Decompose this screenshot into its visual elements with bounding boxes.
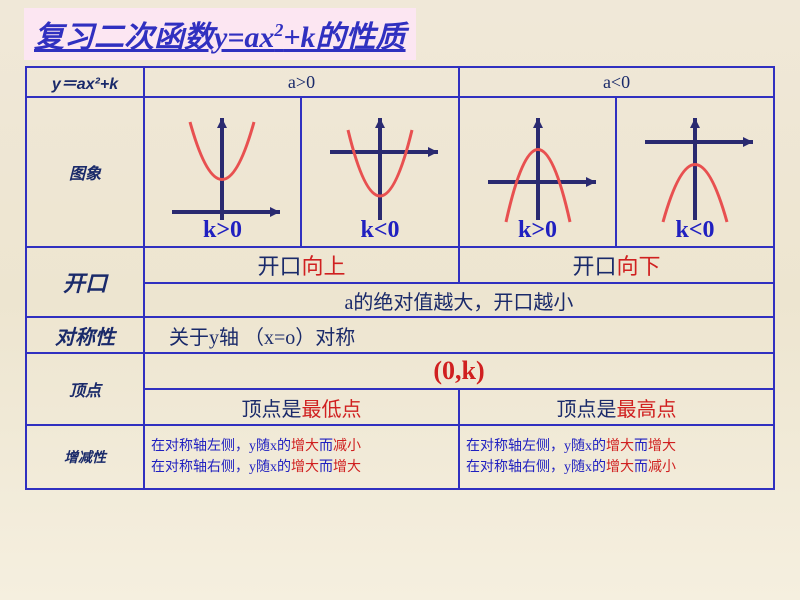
parabola-down-kpos-icon bbox=[468, 112, 608, 232]
m-apos-l1-join: 而 bbox=[319, 439, 333, 454]
header-a-neg: a<0 bbox=[459, 67, 774, 97]
parabola-down-kneg-icon bbox=[625, 112, 765, 232]
monotone-aneg: 在对称轴左侧，y随x的增大而增大 在对称轴右侧，y随x的增大而减小 bbox=[459, 425, 774, 489]
title-pre: 复习二次函数y=ax bbox=[34, 21, 274, 54]
k-label: k<0 bbox=[302, 217, 458, 244]
parabola-up-kneg-icon bbox=[310, 112, 450, 232]
vertex-high-pre: 顶点是 bbox=[557, 399, 617, 421]
m-apos-l1-pre: 在对称轴左侧，y随x的 bbox=[151, 439, 291, 454]
m-aneg-l1-pre: 在对称轴左侧，y随x的 bbox=[466, 439, 606, 454]
parabola-up-kpos-icon bbox=[152, 112, 292, 232]
row-label-graph: 图象 bbox=[26, 97, 144, 247]
vertex-value-text: (0,k) bbox=[433, 356, 484, 385]
m-aneg-l2-mid: 增大 bbox=[606, 460, 634, 475]
m-apos-l2-pre: 在对称轴右侧，y随x的 bbox=[151, 460, 291, 475]
opening-down-pre: 开口 bbox=[572, 254, 616, 279]
opening-up-pre: 开口 bbox=[257, 254, 301, 279]
k-label: k>0 bbox=[145, 217, 300, 244]
vertex-low-red: 最低点 bbox=[301, 399, 361, 421]
monotone-apos: 在对称轴左侧，y随x的增大而减小 在对称轴右侧，y随x的增大而增大 bbox=[144, 425, 459, 489]
vertex-low: 顶点是最低点 bbox=[144, 389, 459, 425]
slide-title: 复习二次函数y=ax2+k的性质 bbox=[24, 8, 416, 60]
opening-note: a的绝对值越大，开口越小 bbox=[144, 283, 774, 317]
m-aneg-l2-pre: 在对称轴右侧，y随x的 bbox=[466, 460, 606, 475]
opening-up: 开口向上 bbox=[144, 247, 459, 283]
vertex-low-pre: 顶点是 bbox=[241, 399, 301, 421]
opening-down: 开口向下 bbox=[459, 247, 774, 283]
vertex-value: (0,k) bbox=[144, 353, 774, 389]
properties-table: y＝ax²+k a>0 a<0 图象 k>0 k<0 bbox=[25, 66, 775, 490]
vertex-high-red: 最高点 bbox=[617, 399, 677, 421]
row-label-opening: 开口 bbox=[26, 247, 144, 317]
header-a-pos: a>0 bbox=[144, 67, 459, 97]
m-aneg-l2-join: 而 bbox=[634, 460, 648, 475]
graph-apos-kneg: k<0 bbox=[301, 97, 459, 247]
graph-aneg-kneg: k<0 bbox=[616, 97, 774, 247]
opening-down-red: 向下 bbox=[617, 254, 661, 279]
m-aneg-l2-end: 减小 bbox=[648, 460, 676, 475]
opening-up-red: 向上 bbox=[301, 254, 345, 279]
k-label: k>0 bbox=[460, 217, 615, 244]
graph-apos-kpos: k>0 bbox=[144, 97, 301, 247]
m-apos-l2-mid: 增大 bbox=[291, 460, 319, 475]
title-post: +k的性质 bbox=[283, 21, 405, 54]
graph-aneg-kpos: k>0 bbox=[459, 97, 616, 247]
row-label-monotone: 增减性 bbox=[26, 425, 144, 489]
symmetry-text: 关于y轴 （x=o）对称 bbox=[144, 317, 774, 353]
header-eq: y＝ax²+k bbox=[26, 67, 144, 97]
m-apos-l1-end: 减小 bbox=[333, 439, 361, 454]
m-aneg-l1-join: 而 bbox=[634, 439, 648, 454]
row-label-vertex: 顶点 bbox=[26, 353, 144, 425]
k-label: k<0 bbox=[617, 217, 773, 244]
m-apos-l1-mid: 增大 bbox=[291, 439, 319, 454]
row-label-symmetry: 对称性 bbox=[26, 317, 144, 353]
m-aneg-l1-end: 增大 bbox=[648, 439, 676, 454]
m-apos-l2-end: 增大 bbox=[333, 460, 361, 475]
vertex-high: 顶点是最高点 bbox=[459, 389, 774, 425]
m-apos-l2-join: 而 bbox=[319, 460, 333, 475]
m-aneg-l1-mid: 增大 bbox=[606, 439, 634, 454]
